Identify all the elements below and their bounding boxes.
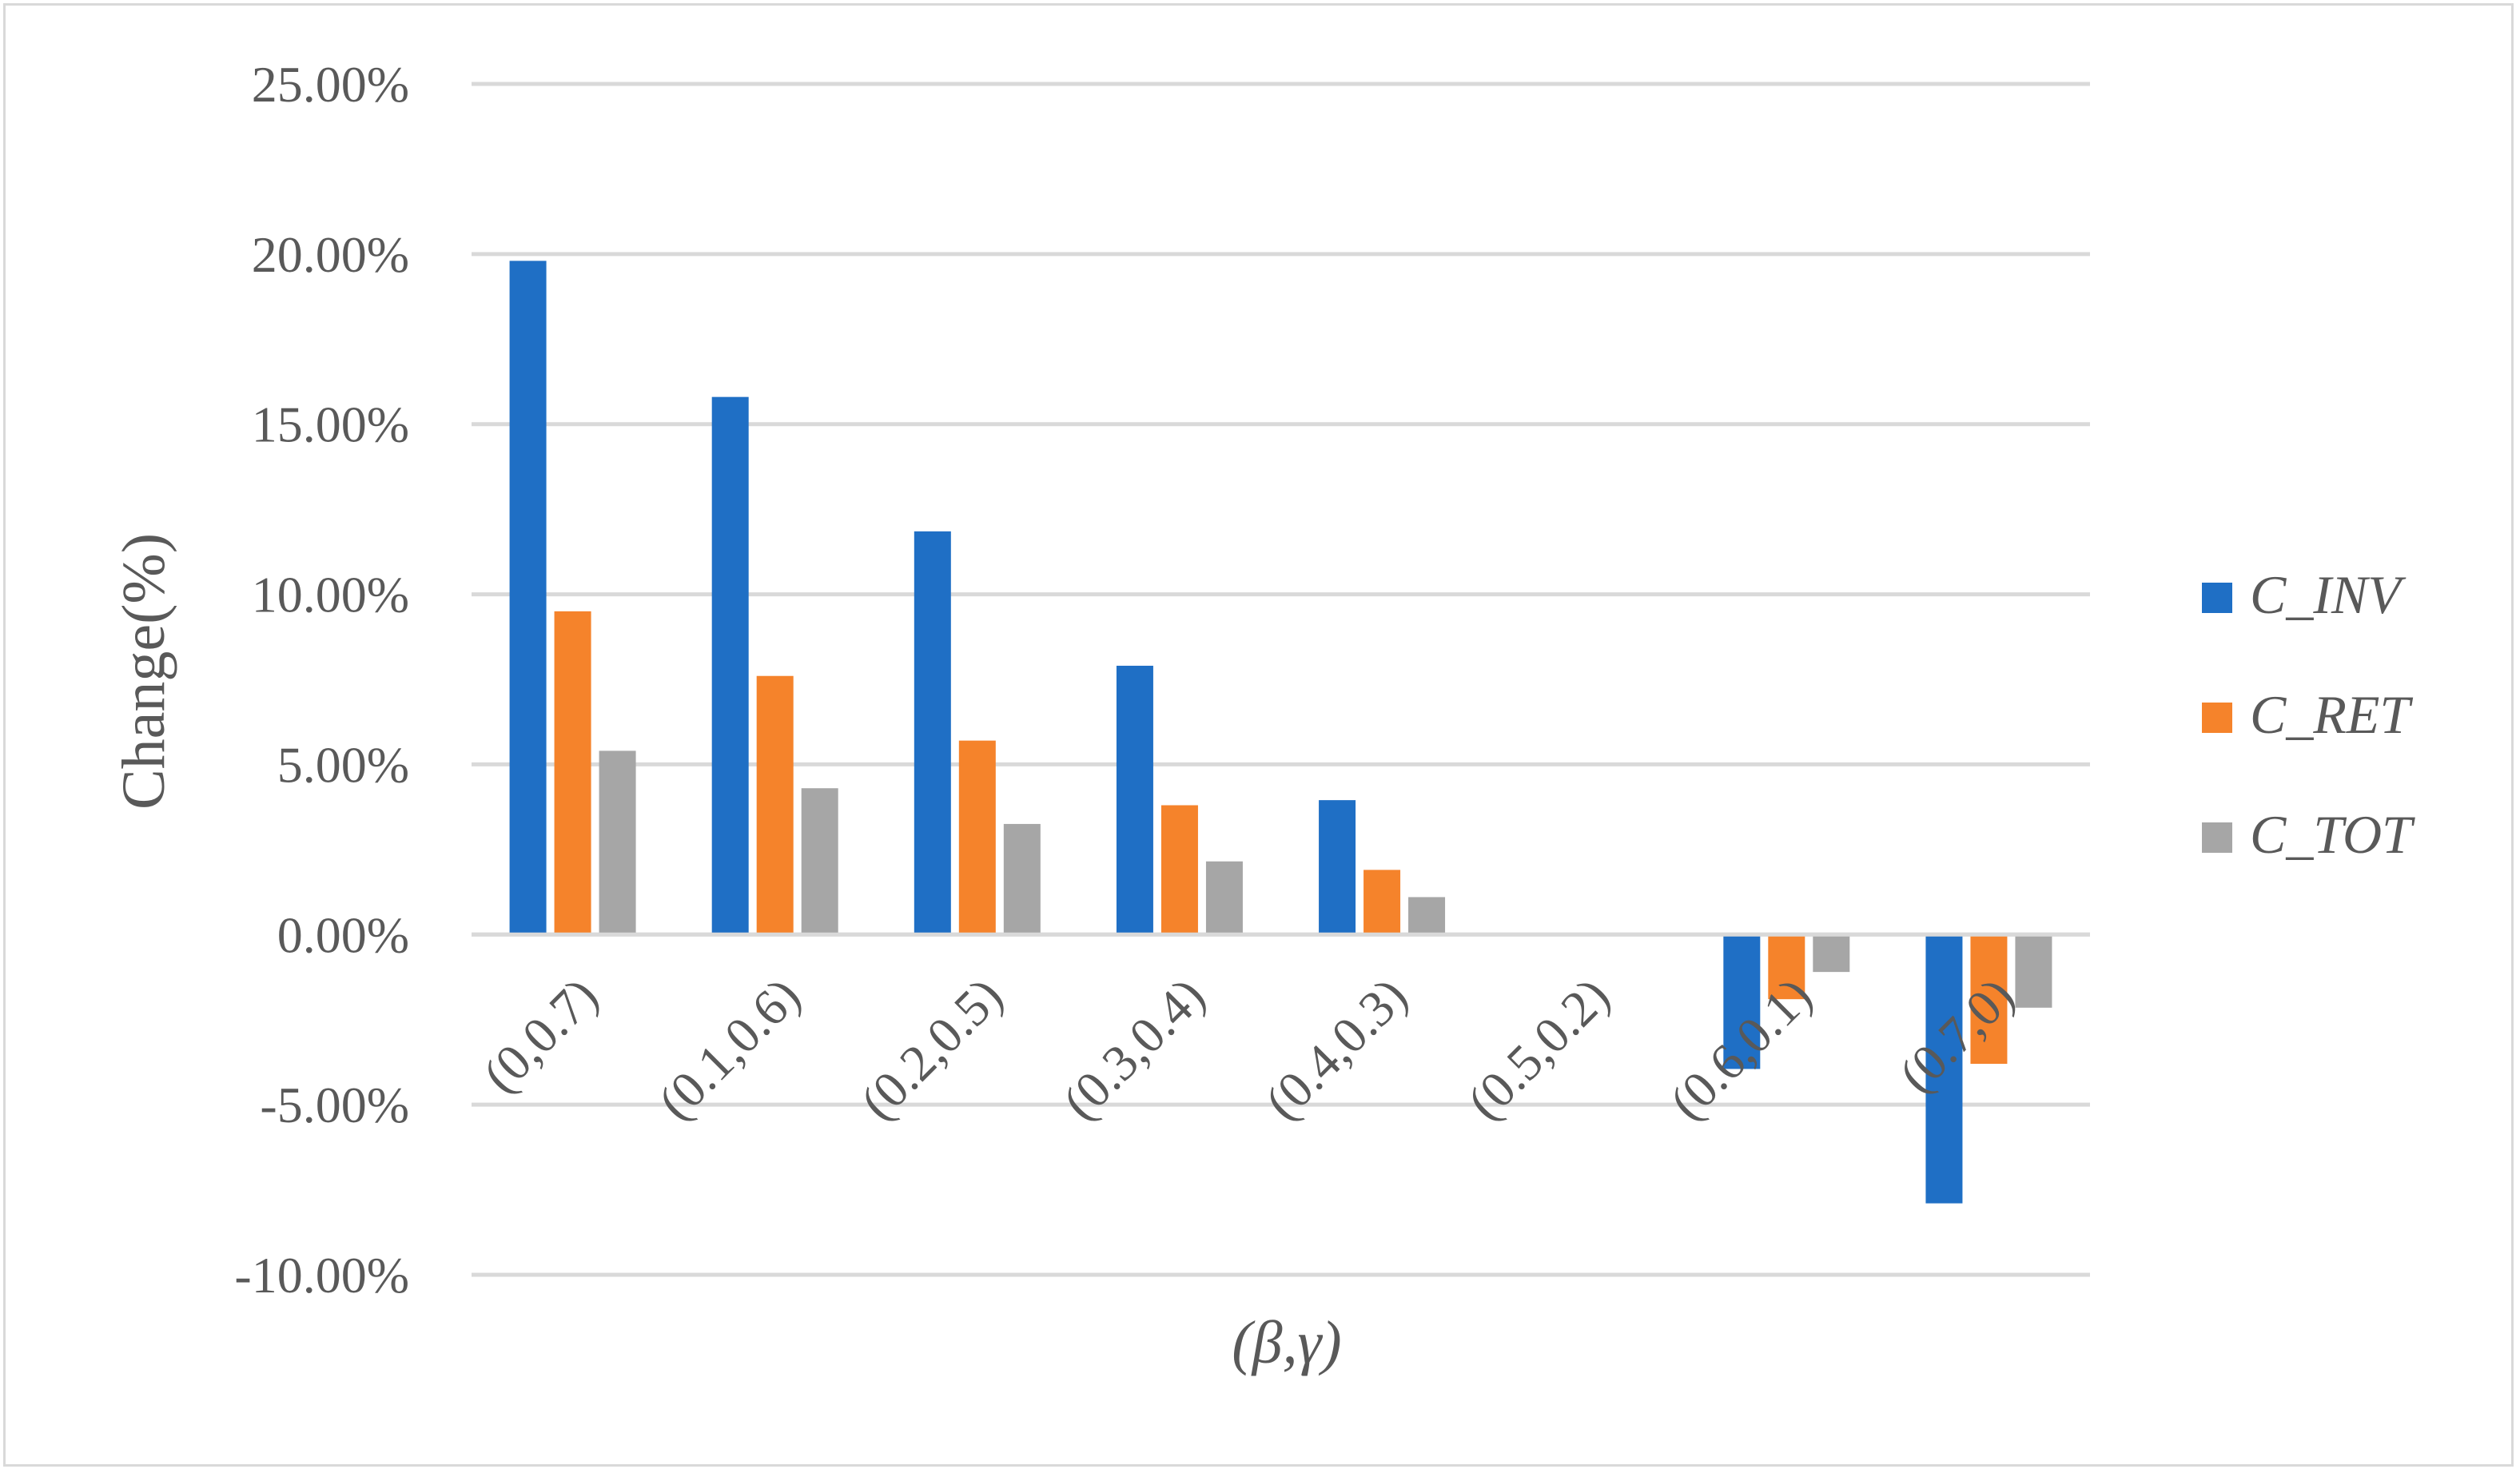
bar-c-tot xyxy=(801,788,838,935)
legend-swatch xyxy=(2202,583,2232,613)
bar-c-tot xyxy=(1408,897,1446,935)
y-axis-title: Change(%) xyxy=(110,533,177,810)
bar-c-ret xyxy=(958,740,996,935)
y-axis-ticks: -10.00% -5.00% 0.00% 5.00% 10.00% 15.00% 20.00… xyxy=(234,56,409,1304)
legend-label: C_TOT xyxy=(2250,804,2415,865)
y-tick-label: 20.00% xyxy=(252,226,409,283)
legend-label: C_RET xyxy=(2250,684,2413,745)
bar-c-tot xyxy=(2015,934,2052,1008)
bar-c-ret xyxy=(756,675,794,935)
bar-c-ret xyxy=(554,611,591,935)
y-tick-label: 5.00% xyxy=(277,736,409,793)
legend: C_INV C_RET C_TOT xyxy=(2202,564,2415,865)
legend-swatch xyxy=(2202,703,2232,733)
bar-c-tot xyxy=(1205,861,1243,935)
legend-swatch xyxy=(2202,822,2232,853)
y-tick-label: 10.00% xyxy=(252,567,409,623)
chart-frame xyxy=(3,3,2514,1467)
bar-c-inv xyxy=(1723,934,1761,1069)
y-tick-label: -5.00% xyxy=(260,1077,409,1133)
bar-c-inv xyxy=(1116,665,1153,935)
bar-c-tot xyxy=(1813,934,1850,973)
legend-label: C_INV xyxy=(2250,564,2407,625)
bars xyxy=(472,261,2090,1204)
y-tick-label: 0.00% xyxy=(277,906,409,963)
bar-c-inv xyxy=(1925,934,1963,1204)
y-tick-label: 15.00% xyxy=(252,396,409,453)
bar-c-ret xyxy=(1160,805,1198,935)
bar-c-tot xyxy=(599,750,636,935)
y-tick-label: 25.00% xyxy=(252,56,409,113)
bar-c-ret xyxy=(1768,934,1805,1000)
bar-c-inv xyxy=(711,396,749,935)
bar-c-inv xyxy=(914,531,951,935)
y-tick-label: -10.00% xyxy=(234,1247,409,1304)
bar-c-inv xyxy=(1319,800,1356,935)
x-axis-title: (β,γ) xyxy=(1232,1309,1341,1376)
bar-c-tot xyxy=(1003,823,1041,935)
bar-c-ret xyxy=(1970,934,2008,1065)
bar-c-inv xyxy=(509,261,547,935)
x-tick-label: (0,0.7) xyxy=(472,967,609,1104)
bar-c-ret xyxy=(1364,870,1401,935)
